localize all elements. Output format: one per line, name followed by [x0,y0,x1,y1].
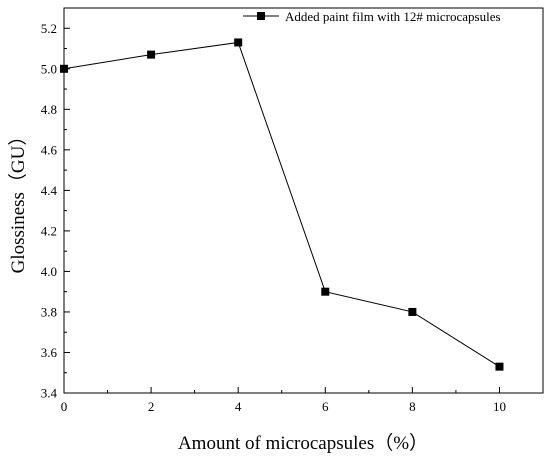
legend-label: Added paint film with 12# microcapsules [285,9,501,24]
y-tick-label: 4.0 [41,264,57,279]
y-tick-label: 4.8 [41,102,57,117]
y-tick-label: 4.2 [41,223,57,238]
x-tick-label: 2 [148,399,155,414]
x-tick-label: 10 [493,399,506,414]
legend: Added paint film with 12# microcapsules [243,9,501,24]
series-line [63,41,500,368]
data-point [60,64,68,73]
data-point [408,307,417,316]
plot-frame [63,7,544,394]
y-axis-title: Glossiness（GU） [7,127,29,274]
data-point [495,362,504,371]
data-point [321,287,330,296]
data-point [147,50,156,59]
legend-marker [257,12,265,20]
x-tick-label: 0 [61,399,68,414]
axis-ticks: 0 2 4 6 8 10 3.4 3.6 3.8 4.0 4.2 4.4 4.6 4.8 5.0 5.2 [41,21,506,414]
y-tick-label: 3.4 [41,386,58,401]
y-tick-label: 3.6 [41,345,58,360]
data-point [234,38,243,47]
x-axis-title: Amount of microcapsules（%） [178,432,428,454]
y-tick-label: 4.4 [41,183,58,198]
y-tick-label: 4.6 [41,142,58,157]
y-tick-label: 5.2 [41,21,57,36]
series-layer [60,38,504,371]
x-tick-label: 6 [322,399,329,414]
x-tick-label: 8 [409,399,416,414]
y-tick-label: 5.0 [41,61,57,76]
y-tick-label: 3.8 [41,304,57,319]
x-tick-label: 4 [235,399,242,414]
